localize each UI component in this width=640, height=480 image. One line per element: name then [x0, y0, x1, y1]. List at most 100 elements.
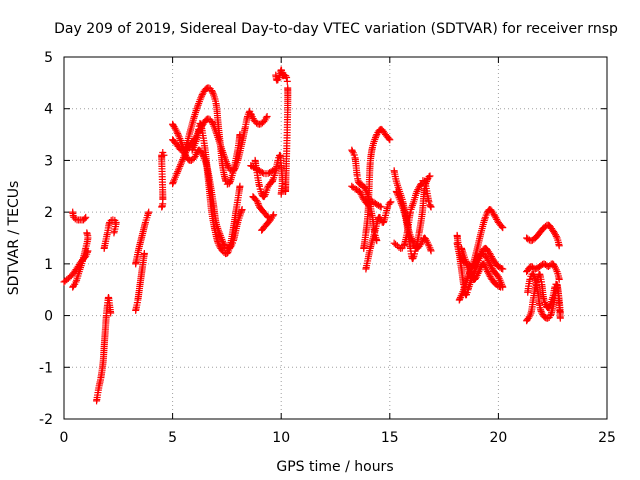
data-point — [555, 275, 563, 283]
data-point — [174, 130, 182, 138]
data-point — [82, 213, 90, 221]
data-point — [160, 151, 168, 159]
data-point — [197, 94, 205, 102]
series-arc-g3 — [249, 193, 272, 221]
data-point — [209, 89, 217, 97]
data-point — [425, 198, 433, 206]
series-arc-m2 — [523, 260, 563, 283]
data-point — [376, 202, 384, 210]
x-tick-label: 0 — [60, 430, 69, 446]
y-tick-label: -2 — [39, 412, 53, 428]
series-arc-g4 — [251, 156, 277, 201]
data-point — [555, 242, 563, 250]
data-point — [556, 314, 564, 322]
data-point — [423, 177, 431, 185]
data-point — [253, 198, 261, 206]
data-point — [247, 111, 255, 119]
series-arc-e — [158, 149, 168, 211]
data-point — [236, 131, 244, 139]
series-arc-m1 — [523, 221, 563, 250]
data-point — [174, 166, 182, 174]
series-arc-d2 — [132, 208, 153, 268]
data-point — [537, 307, 545, 315]
series-arc-h1 — [258, 211, 278, 234]
data-point — [283, 77, 291, 85]
data-point — [426, 172, 434, 180]
x-tick-label: 15 — [381, 430, 399, 446]
series-arc-a2 — [69, 229, 92, 291]
series-arc-m4 — [524, 270, 564, 322]
data-point — [208, 88, 216, 96]
data-point — [494, 273, 502, 281]
series-arc-l4 — [457, 244, 505, 291]
data-point — [498, 223, 506, 231]
x-tick-label: 10 — [272, 430, 290, 446]
data-point — [173, 169, 181, 177]
data-point — [173, 128, 181, 136]
data-point — [110, 229, 118, 237]
data-point — [551, 231, 559, 239]
plot-border — [63, 56, 608, 420]
series-arc-j1 — [348, 182, 385, 211]
series-arc-f4 — [188, 119, 244, 258]
data-point — [175, 164, 183, 172]
data-point — [393, 189, 401, 197]
data-point — [270, 211, 278, 219]
data-point — [552, 232, 560, 240]
y-axis-label: SDTVAR / TECUs — [6, 181, 22, 296]
data-point — [372, 132, 380, 140]
data-point — [236, 182, 244, 190]
y-tick-label: 0 — [44, 309, 53, 325]
data-point — [181, 150, 189, 158]
data-point — [416, 181, 424, 189]
data-point — [224, 249, 232, 257]
chart-title: Day 209 of 2019, Sidereal Day-to-day VTE… — [54, 21, 618, 37]
data-point — [70, 282, 78, 290]
series-arc-i — [272, 66, 292, 195]
data-point — [263, 112, 271, 120]
data-point — [552, 266, 560, 274]
data-point — [386, 199, 394, 207]
data-point — [83, 229, 91, 237]
data-point — [526, 275, 534, 283]
data-point — [140, 250, 148, 258]
data-point — [456, 295, 464, 303]
series-arc-a3 — [69, 208, 90, 224]
data-point — [386, 136, 394, 144]
series-arc-c — [100, 216, 120, 252]
data-point — [397, 199, 405, 207]
data-point — [425, 173, 433, 181]
data-point — [371, 134, 379, 142]
series-arc-j2 — [348, 146, 381, 245]
data-point — [427, 203, 435, 211]
y-tick-label: 3 — [44, 153, 53, 169]
series-arc-j4 — [362, 198, 395, 273]
data-point — [392, 240, 400, 248]
data-point — [145, 208, 153, 216]
data-point — [226, 177, 234, 185]
x-tick-label: 25 — [598, 430, 616, 446]
data-point — [387, 198, 395, 206]
x-tick-label: 20 — [489, 430, 507, 446]
x-axis-label: GPS time / hours — [276, 459, 393, 475]
data-point — [499, 265, 507, 273]
data-point — [261, 192, 269, 200]
data-point — [198, 92, 206, 100]
data-point — [377, 203, 385, 211]
series-arc-f2 — [169, 84, 244, 188]
y-tick-label: -1 — [39, 360, 53, 376]
data-point — [189, 145, 197, 153]
data-point — [465, 267, 473, 275]
tick-labels: 0 5 10 15 20 25 -2 -1 0 1 2 3 4 5 — [39, 50, 616, 446]
axes — [63, 56, 608, 420]
x-tick-label: 5 — [168, 430, 177, 446]
series-arc-j3 — [360, 125, 394, 252]
data-point — [260, 118, 268, 126]
data-point — [424, 240, 432, 248]
y-tick-label: 5 — [44, 50, 53, 66]
data-point — [269, 212, 277, 220]
series-arc-g1 — [247, 110, 271, 128]
data-point — [169, 179, 177, 187]
data-point — [177, 161, 185, 169]
grid-lines — [64, 57, 607, 419]
